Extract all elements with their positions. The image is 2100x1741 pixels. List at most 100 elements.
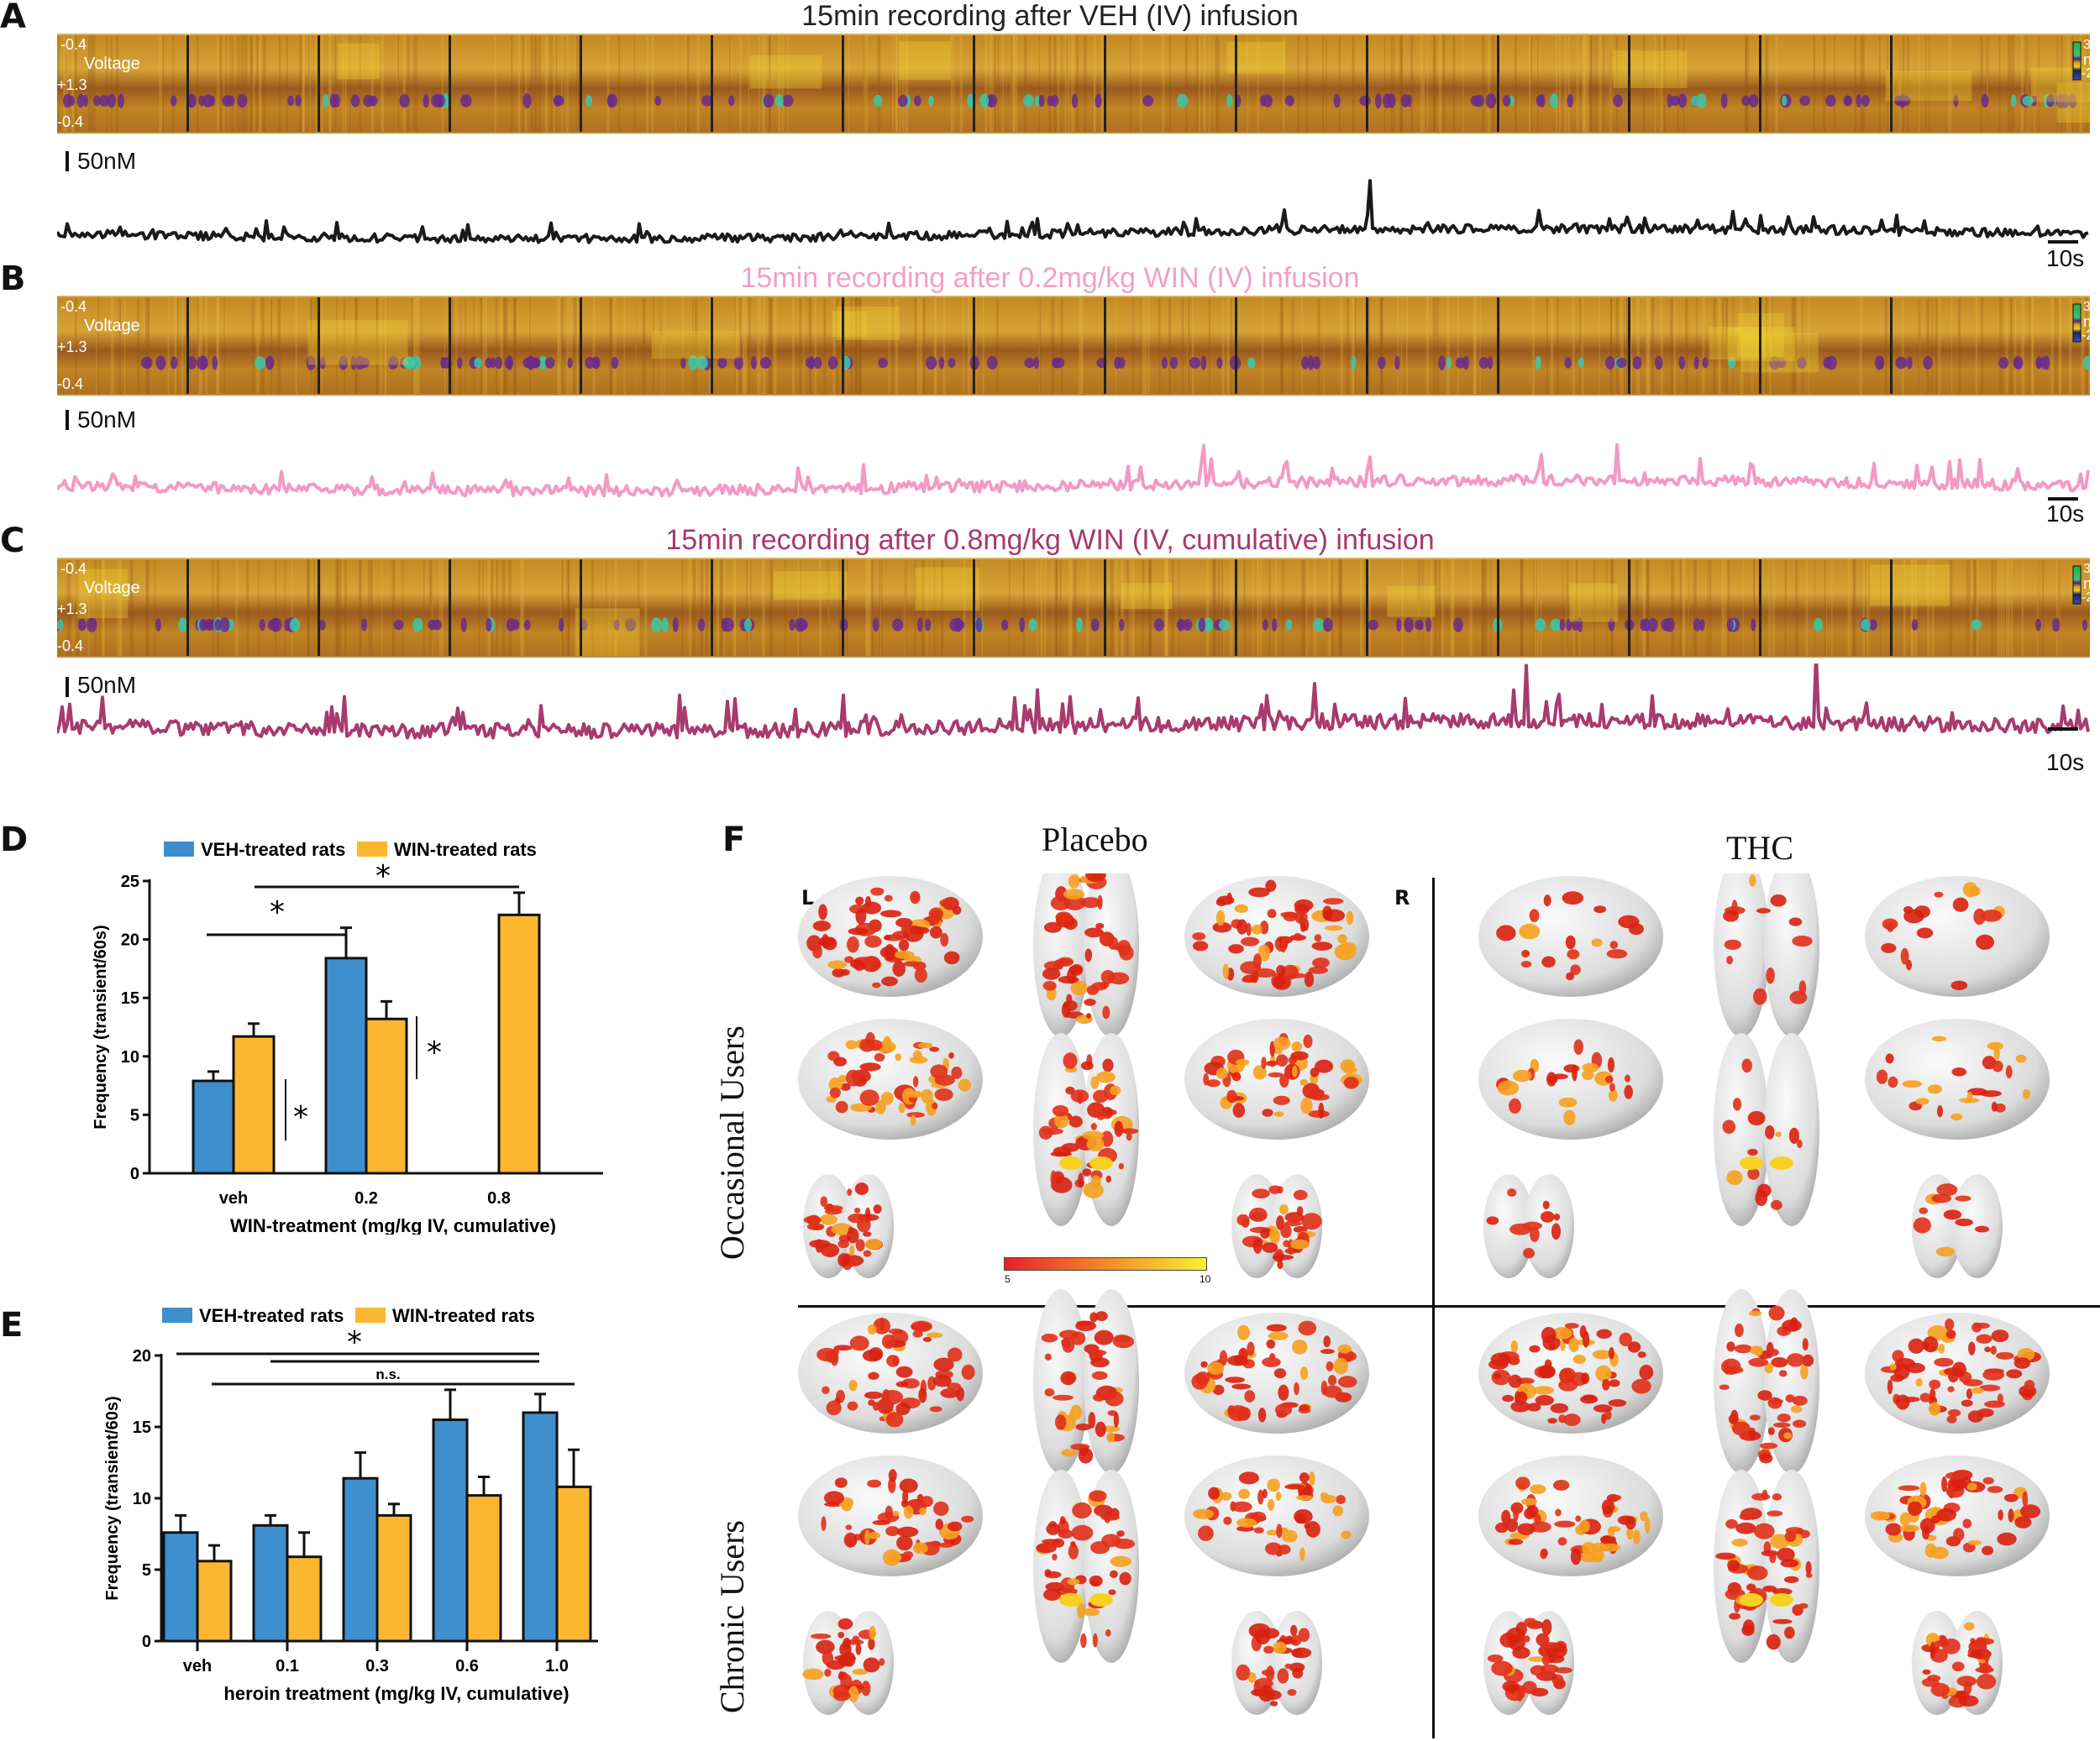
bar [286,1555,323,1643]
svg-text:0.6: 0.6 [455,1657,479,1675]
svg-text:VEH-treated rats: VEH-treated rats [199,1305,344,1326]
column-title-thc: THC [1726,829,1793,867]
panel-e-bar-chart: VEH-treated rats WIN-treated rats 0 5 10 15 20… [103,1305,598,1704]
bar [162,1531,199,1643]
left-hemisphere-label: L [801,886,815,910]
panel-a-voltammogram: -0.4 Voltage +1.3 -0.4 3nA-2 [57,34,2090,134]
panel-b-title: 15min recording after 0.2mg/kg WIN (IV) … [740,262,1360,294]
panel-label-b: B [0,260,26,298]
svg-text:1.0: 1.0 [545,1657,569,1675]
svg-text:25: 25 [121,873,139,891]
svg-text:veh: veh [183,1657,212,1675]
colorbar-min: -2 [2082,66,2090,81]
colorbar-min-label: 5 [1005,1273,1011,1285]
voltage-label-bottom: -0.4 [57,113,84,130]
colorbar-min: -2 [2082,328,2090,343]
row-title-chronic-users: Chronic Users [713,1520,751,1713]
bar [522,1411,559,1643]
time-scale-bar-a [2048,240,2078,244]
panel-label-a: A [0,0,26,36]
voltage-label-mid: +1.3 [57,600,87,617]
bar [465,1494,502,1643]
svg-text:Frequency (transient/60s): Frequency (transient/60s) [92,925,110,1129]
svg-text:heroin treatment (mg/kg IV, cu: heroin treatment (mg/kg IV, cumulative) [223,1683,569,1704]
colorbar-unit: nA [2083,576,2090,591]
panel-label-d: D [0,821,29,859]
svg-text:0: 0 [130,1165,139,1183]
svg-text:WIN-treated rats: WIN-treated rats [392,1305,535,1326]
svg-text:0: 0 [142,1633,151,1651]
panel-c-voltammogram: -0.4 Voltage +1.3 -0.4 3nA-2 [57,558,2090,658]
voltage-label-mid: +1.3 [57,76,87,93]
svg-text:20: 20 [133,1347,151,1366]
bar [324,957,368,1175]
right-hemisphere-label: R [1394,886,1410,910]
bar [232,1035,276,1175]
svg-text:VEH-treated rats: VEH-treated rats [201,839,345,860]
time-scale-label-b: 10s [2046,501,2085,527]
svg-text:20: 20 [121,931,139,950]
brain-renderings-grid [798,873,2050,1715]
concentration-scale-bar-c [66,677,69,697]
voltage-label-bottom: -0.4 [57,637,84,654]
concentration-scale-bar-b [66,410,69,430]
panel-c-trace [57,663,2090,740]
voltage-axis-label: Voltage [84,317,140,335]
colorbar-unit: nA [2083,52,2090,67]
bar [342,1476,379,1643]
svg-text:5: 5 [142,1561,151,1580]
row-title-occasional-users: Occasional Users [713,1025,751,1260]
concentration-scale-label-b: 50nM [77,406,137,433]
svg-text:5: 5 [130,1106,139,1125]
panel-label-f: F [722,821,746,859]
activation-colorbar [1004,1257,1207,1271]
voltage-label-top: -0.4 [60,560,87,577]
voltage-axis-label: Voltage [84,55,140,73]
svg-text:10: 10 [133,1490,151,1508]
svg-text:10: 10 [121,1048,139,1067]
time-scale-label-c: 10s [2046,749,2085,775]
bar [555,1485,592,1643]
svg-text:WIN-treatment (mg/kg IV, cumul: WIN-treatment (mg/kg IV, cumulative) [230,1215,556,1235]
colorbar-max-label: 10 [1200,1273,1211,1285]
bar [497,913,541,1175]
colorbar-unit: nA [2083,314,2090,329]
concentration-scale-bar-a [66,151,69,171]
svg-text:*: * [347,1325,362,1360]
svg-text:*: * [270,895,285,930]
svg-text:veh: veh [219,1189,248,1208]
voltage-label-mid: +1.3 [57,338,87,355]
concentration-scale-label-a: 50nM [77,148,137,174]
svg-text:0.2: 0.2 [354,1189,378,1208]
svg-text:0.3: 0.3 [365,1657,389,1675]
svg-text:15: 15 [121,989,139,1008]
chart-legend: VEH-treated rats WIN-treated rats [162,1305,535,1326]
svg-text:0.1: 0.1 [276,1657,299,1675]
colorbar-max: 3 [2083,39,2090,52]
bar [365,1017,408,1175]
colorbar-min: -2 [2082,590,2090,605]
bar [192,1079,235,1175]
voltage-axis-label: Voltage [84,579,140,597]
voltage-label-top: -0.4 [60,298,87,315]
time-scale-label-a: 10s [2046,245,2085,271]
svg-text:WIN-treated rats: WIN-treated rats [394,839,537,860]
voltage-label-top: -0.4 [60,36,87,53]
chart-legend: VEH-treated rats WIN-treated rats [164,839,537,860]
panel-c-title: 15min recording after 0.8mg/kg WIN (IV, … [665,524,1435,556]
colorbar-max: 3 [2083,563,2090,576]
time-scale-bar-b [2048,497,2078,501]
colorbar-max: 3 [2083,301,2090,314]
vertical-divider [1432,878,1435,1738]
svg-text:n.s.: n.s. [375,1366,400,1382]
horizontal-divider [798,1305,2100,1308]
panel-a-trace [57,179,2089,244]
column-title-placebo: Placebo [1042,821,1148,858]
svg-text:0.8: 0.8 [487,1189,511,1208]
concentration-scale-label-c: 50nM [77,672,137,698]
voltage-label-bottom: -0.4 [57,375,84,392]
panel-d-bar-chart: VEH-treated rats WIN-treated rats 0 5 10 15 20… [92,839,603,1235]
svg-text:15: 15 [133,1418,151,1437]
panel-b-trace [57,443,2090,498]
bar [432,1418,469,1643]
